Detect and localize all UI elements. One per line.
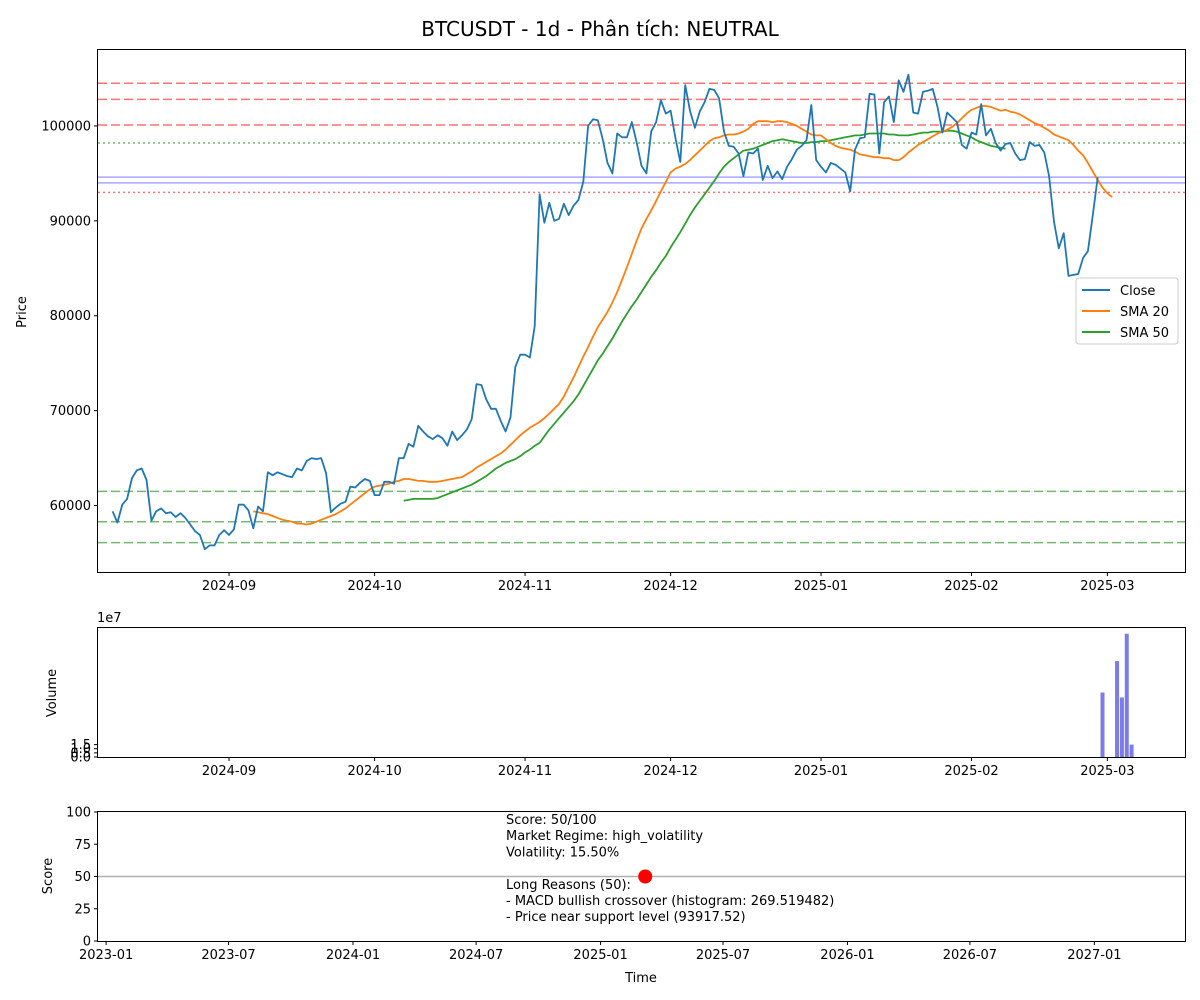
close-line [111, 73, 1099, 551]
volume-panel: 2024-09 2024-10 2024-11 2024-12 2025-01 2025-… [45, 611, 1186, 779]
score-ylabel: Score [41, 858, 56, 894]
legend-label-close: Close [1120, 284, 1155, 299]
volume-ylabel: Volume [45, 669, 60, 717]
score-x-tick-label-0: 2023-01 [79, 948, 133, 963]
sma50-line [403, 129, 1006, 502]
chart-title: BTCUSDT - 1d - Phân tích: NEUTRAL [421, 17, 779, 41]
price-x-tick-label-6: 2025-03 [1080, 579, 1134, 594]
volume-y-tick-label-0: 0.0 [70, 751, 91, 766]
score-x-ticks: 2023-01 2023-07 2024-01 2024-07 2025-01 2025-… [79, 941, 1122, 963]
volume-bar-4 [1129, 744, 1134, 757]
score-y-tick-label-4: 100 [66, 806, 91, 821]
score-points [638, 869, 653, 884]
score-point-0 [638, 869, 653, 884]
score-xlabel: Time [624, 971, 657, 986]
score-x-tick-label-3: 2024-07 [449, 948, 503, 963]
price-x-tick-label-2: 2024-11 [498, 579, 552, 594]
volume-axes-frame [97, 627, 1186, 758]
annotation-line-0: Score: 50/100 [506, 813, 597, 828]
volume-bar-1 [1115, 661, 1120, 757]
price-ylabel: Price [15, 296, 30, 328]
legend: Close SMA 20 SMA 50 [1075, 277, 1179, 345]
volume-x-tick-label-1: 2024-10 [347, 764, 401, 779]
volume-x-ticks: 2024-09 2024-10 2024-11 2024-12 2025-01 2025-… [202, 757, 1135, 779]
score-x-tick-label-2: 2024-01 [326, 948, 380, 963]
annotation-line-1: Market Regime: high_volatility [506, 829, 703, 844]
volume-x-tick-label-3: 2024-12 [643, 764, 697, 779]
volume-bar-2 [1119, 697, 1124, 757]
legend-box [1075, 277, 1179, 345]
price-x-ticks: 2024-09 2024-10 2024-11 2024-12 2025-01 2025-… [202, 572, 1135, 594]
sma20-line [253, 105, 1113, 526]
score-x-tick-label-8: 2027-01 [1067, 948, 1121, 963]
volume-y-tick-label-3: 1.5 [70, 738, 91, 753]
volume-x-tick-label-2: 2024-11 [498, 764, 552, 779]
volume-y-tick-label-2: 1.0 [70, 742, 91, 757]
price-level-lines [98, 82, 1185, 544]
score-x-tick-label-7: 2026-07 [943, 948, 997, 963]
price-axes-frame [97, 49, 1186, 573]
price-y-tick-label-2: 80000 [50, 309, 91, 324]
legend-label-sma50: SMA 50 [1120, 326, 1169, 341]
score-x-tick-label-6: 2026-01 [820, 948, 874, 963]
price-y-tick-label-0: 60000 [50, 499, 91, 514]
volume-x-tick-label-4: 2025-01 [794, 764, 848, 779]
price-panel: 2024-09 2024-10 2024-11 2024-12 2025-01 2025-… [15, 49, 1186, 594]
score-y-tick-label-3: 75 [74, 838, 91, 853]
price-x-tick-label-1: 2024-10 [347, 579, 401, 594]
price-y-tick-label-1: 70000 [50, 404, 91, 419]
annotation-line-2: Volatility: 15.50% [506, 845, 619, 860]
price-x-tick-label-3: 2024-12 [643, 579, 697, 594]
price-y-ticks: 60000 70000 80000 90000 100000 [41, 119, 98, 514]
price-x-tick-label-0: 2024-09 [202, 579, 256, 594]
score-panel: 2023-01 2023-07 2024-01 2024-07 2025-01 2025-… [41, 806, 1186, 986]
price-x-tick-label-5: 2025-02 [944, 579, 998, 594]
annotation-line-4: Long Reasons (50): [506, 878, 631, 893]
score-y-tick-label-2: 50 [74, 870, 91, 885]
annotation-line-5: - MACD bullish crossover (histogram: 269… [506, 894, 834, 909]
volume-bar-3 [1124, 633, 1129, 757]
score-y-ticks: 0 25 50 75 100 [66, 806, 98, 950]
annotation-line-6: - Price near support level (93917.52) [506, 910, 746, 925]
score-y-tick-label-1: 25 [74, 902, 91, 917]
volume-bars [1100, 633, 1134, 757]
legend-label-sma20: SMA 20 [1120, 305, 1169, 320]
volume-bar-0 [1100, 692, 1105, 757]
score-x-tick-label-4: 2025-01 [573, 948, 627, 963]
volume-x-tick-label-0: 2024-09 [202, 764, 256, 779]
price-x-tick-label-4: 2025-01 [794, 579, 848, 594]
volume-offset-label: 1e7 [97, 611, 122, 626]
score-x-tick-label-1: 2023-07 [201, 948, 255, 963]
volume-x-tick-label-6: 2025-03 [1080, 764, 1134, 779]
price-y-tick-label-4: 100000 [41, 119, 91, 134]
volume-y-tick-label-1: 0.5 [70, 746, 91, 761]
price-y-tick-label-3: 90000 [50, 214, 91, 229]
score-y-tick-label-0: 0 [83, 935, 91, 950]
price-series-lines [111, 73, 1113, 551]
volume-x-tick-label-5: 2025-02 [944, 764, 998, 779]
score-x-tick-label-5: 2025-07 [696, 948, 750, 963]
volume-y-ticks: 0.00.51.01.5 [70, 738, 98, 766]
